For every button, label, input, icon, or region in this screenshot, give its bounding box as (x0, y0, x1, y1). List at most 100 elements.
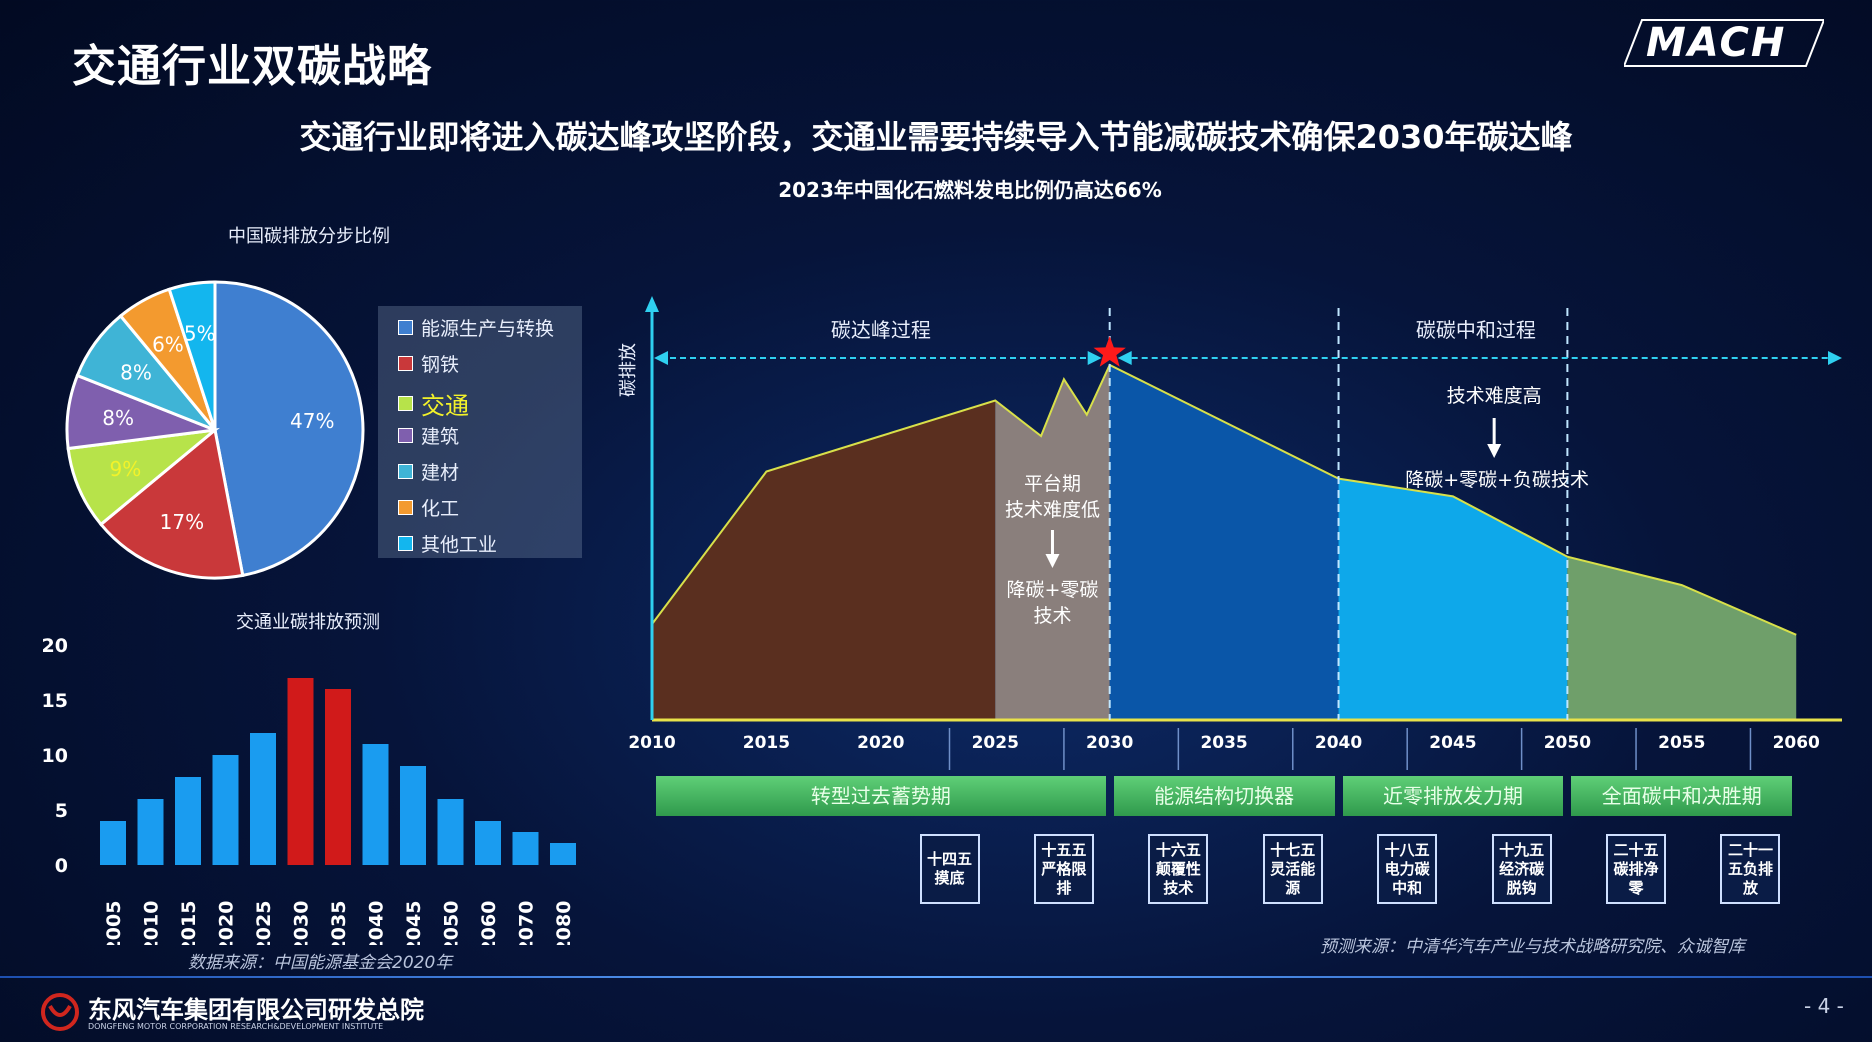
high-difficulty-label: 技术难度高 (1447, 385, 1542, 407)
page-number: - 4 - (1804, 994, 1844, 1018)
brand-logo: MACH (1624, 18, 1824, 68)
area-segment (1567, 556, 1797, 720)
pie-data-label: 17% (160, 510, 204, 534)
arrow-head-icon (1117, 351, 1132, 365)
platform-tech-label-2: 技术 (1033, 605, 1071, 627)
x-tick-label: 2055 (1658, 733, 1705, 753)
bar (475, 821, 501, 865)
x-tick-label: 2040 (1315, 733, 1362, 753)
y-axis-label: 碳排放 (618, 343, 639, 397)
footer-organization: 东风汽车集团有限公司研发总院 (88, 996, 424, 1024)
plan-box-line: 十五五 (1041, 840, 1087, 859)
bar (437, 799, 464, 865)
x-tick-label: 2080 (553, 901, 575, 945)
pie-data-label: 47% (290, 409, 334, 433)
x-tick-label: 2035 (328, 901, 350, 945)
area-segment (1109, 365, 1339, 720)
footer-organization-en: DONGFENG MOTOR CORPORATION RESEARCH&DEVE… (88, 1022, 384, 1031)
plan-box-line: 碳排净 (1613, 859, 1659, 878)
down-arrow-head-icon (1045, 554, 1060, 568)
platform-difficulty-label: 技术难度低 (1005, 499, 1100, 521)
bar-chart-title: 交通业碳排放预测 (236, 612, 380, 633)
bar (512, 832, 539, 865)
x-tick-label: 2025 (972, 733, 1019, 753)
plan-box-line: 十七五 (1270, 840, 1316, 859)
phase-bar: 全面碳中和决胜期 (1571, 776, 1793, 816)
x-tick-label: 2010 (141, 901, 163, 945)
bar (250, 733, 276, 865)
bar (137, 799, 164, 865)
x-tick-label: 2020 (216, 901, 238, 945)
platform-label: 平台期 (1024, 473, 1081, 495)
x-tick-label: 2060 (1773, 733, 1820, 753)
plan-box-line: 严格限 (1041, 859, 1087, 878)
plan-box-line: 五负排 (1727, 859, 1773, 878)
y-tick-label: 15 (42, 690, 68, 712)
legend-label: 建材 (421, 462, 460, 484)
x-tick-label: 2035 (1200, 733, 1247, 753)
x-tick-label: 2050 (441, 901, 463, 945)
x-tick-label: 2020 (857, 733, 904, 753)
emission-line (651, 363, 1797, 636)
plan-box-line: 十六五 (1155, 840, 1201, 859)
plan-box-line: 十八五 (1384, 840, 1430, 859)
plan-box: 十八五 电力碳 中和 (1377, 834, 1438, 904)
bar (287, 678, 314, 865)
x-tick-label: 2060 (478, 901, 500, 945)
plan-box-line: 电力碳 (1384, 859, 1430, 878)
pie-chart-title: 中国碳排放分步比例 (228, 226, 390, 247)
bar (550, 843, 576, 865)
plan-box-line: 技术 (1163, 878, 1194, 897)
plan-box-line: 脱钩 (1506, 878, 1537, 897)
legend-item: 建筑 (398, 422, 459, 449)
bar (100, 821, 126, 865)
plan-box: 十七五 灵活能源 (1262, 834, 1323, 904)
y-tick-label: 5 (55, 800, 68, 822)
plan-box-line: 源 (1285, 878, 1301, 897)
plan-box-line: 经济碳 (1499, 859, 1545, 878)
dongfeng-logo-icon (41, 993, 79, 1031)
legend-item: 建材 (398, 458, 459, 485)
legend-label: 其他工业 (421, 534, 498, 556)
x-tick-label: 2050 (1544, 733, 1591, 753)
legend-swatch (398, 396, 413, 411)
legend-swatch (398, 428, 413, 443)
pie-data-label: 6% (152, 332, 184, 356)
x-tick-label: 2015 (743, 733, 790, 753)
bar (212, 755, 239, 865)
legend-swatch (398, 320, 413, 335)
pie-slice (213, 280, 365, 578)
x-tick-label: 2010 (628, 733, 675, 753)
plan-box-line: 二十五 (1613, 840, 1659, 859)
x-tick-label: 2045 (403, 901, 425, 945)
headline: 交通行业即将进入碳达峰攻坚阶段，交通业需要持续导入节能减碳技术确保2030年碳达… (299, 118, 1573, 156)
legend-item: 交通 (398, 386, 469, 421)
bar-chart-source: 数据来源：中国能源基金会2020年 (188, 953, 453, 973)
arrow-head-icon (1828, 351, 1842, 365)
pie-data-label: 8% (120, 361, 152, 385)
legend-swatch (398, 500, 413, 515)
plan-box-line: 灵活能 (1270, 859, 1316, 878)
plan-box: 十五五 严格限排 (1033, 834, 1094, 904)
peak-process-label: 碳达峰过程 (831, 318, 931, 342)
legend-item: 其他工业 (398, 530, 497, 557)
legend-label: 能源生产与转换 (421, 318, 555, 340)
x-tick-label: 2070 (516, 901, 538, 945)
phase-bar: 近零排放发力期 (1342, 776, 1564, 816)
legend-item: 能源生产与转换 (398, 314, 554, 341)
x-tick-label: 2015 (178, 901, 200, 945)
pie-slice (66, 427, 220, 527)
plan-box: 十六五 颠覆性 技术 (1148, 834, 1209, 904)
bar (362, 744, 389, 865)
x-tick-label: 2030 (1086, 733, 1133, 753)
plan-box-line: 十九五 (1499, 840, 1545, 859)
plan-box-line: 颠覆性 (1155, 859, 1201, 878)
legend-item: 钢铁 (398, 350, 459, 377)
pie-chart: 47%17%9%8%8%6% 5% (65, 280, 365, 580)
plan-box: 二十五 碳排净零 (1606, 834, 1667, 904)
legend-label: 钢铁 (421, 354, 460, 376)
legend-label: 化工 (421, 498, 460, 520)
legend-swatch (398, 356, 413, 371)
platform-tech-label: 降碳+零碳 (1007, 579, 1099, 601)
